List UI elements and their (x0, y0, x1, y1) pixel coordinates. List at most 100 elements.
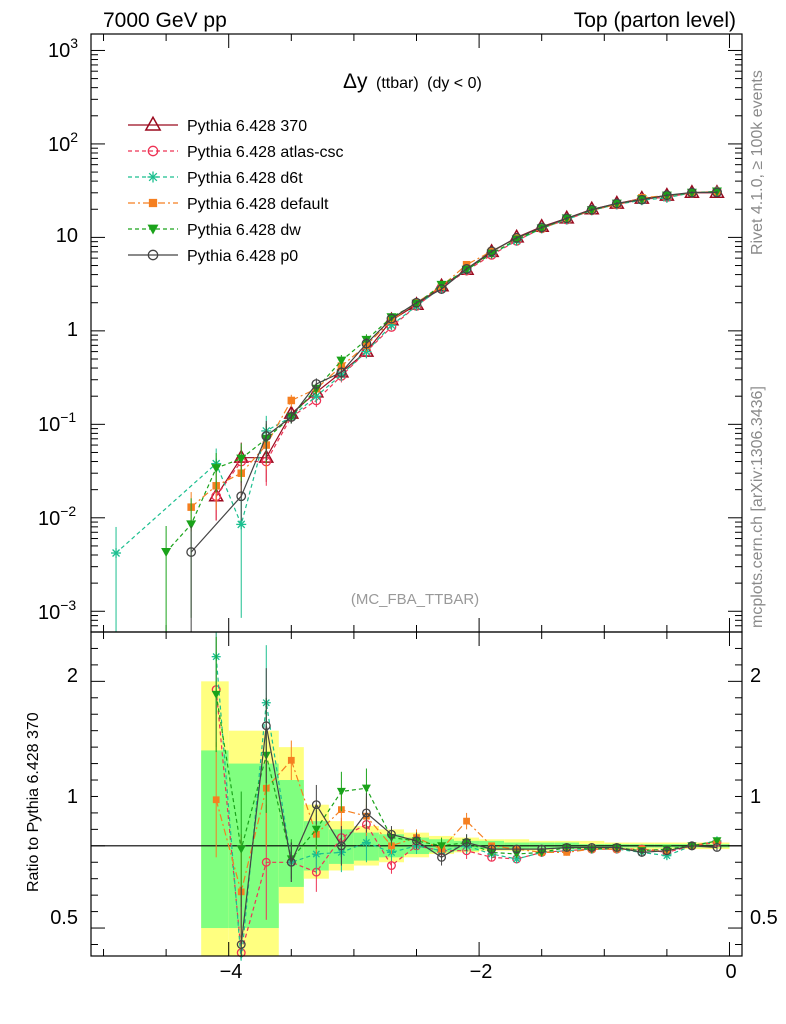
legend-label: Pythia 6.428 atlas-csc (187, 144, 344, 161)
y-tick-label: 10−1 (38, 409, 76, 436)
data-point (261, 721, 271, 731)
data-point (147, 171, 159, 183)
series-line (190, 191, 718, 553)
data-point (662, 846, 672, 856)
data-point (211, 464, 222, 474)
data-point (511, 235, 522, 245)
data-point (111, 548, 122, 559)
y-tick-label: 102 (48, 129, 78, 156)
y-tick-label: 103 (48, 35, 78, 62)
y-tick-label: 10−2 (38, 503, 76, 530)
data-point (687, 187, 697, 198)
data-point (462, 838, 472, 847)
data-point (311, 379, 322, 389)
data-point (436, 284, 447, 294)
data-point (487, 844, 497, 854)
series-line (115, 190, 718, 554)
ratio-line (215, 694, 718, 861)
ratio-y-tick-labels: 2 1 0.5 2 1 0.5 (50, 665, 778, 929)
data-point (287, 396, 296, 405)
title-sub: (ttbar) (376, 75, 419, 92)
data-point (637, 847, 647, 857)
ratio-uncertainty-bands (91, 681, 742, 956)
data-point (144, 115, 162, 131)
data-point (236, 454, 247, 464)
legend-entry: Pythia 6.428 dw (128, 222, 301, 239)
legend-entry: Pythia 6.428 p0 (128, 248, 298, 265)
data-point (712, 837, 722, 846)
data-point (563, 849, 571, 856)
data-point (361, 838, 371, 848)
legend-entry: Pythia 6.428 d6t (128, 170, 303, 187)
x-tick-label: −2 (470, 961, 493, 983)
data-point (661, 190, 672, 201)
ratio-tick-label: 0.5 (50, 907, 78, 929)
data-point (712, 187, 722, 198)
data-point (186, 520, 197, 530)
legend-label: Pythia 6.428 p0 (187, 248, 298, 265)
data-point (463, 817, 470, 825)
data-point (712, 842, 722, 852)
series-line (215, 190, 718, 497)
data-point (212, 796, 220, 804)
ratio-tick-label-right: 2 (750, 665, 761, 687)
data-point (562, 842, 572, 852)
legend-label: Pythia 6.428 370 (187, 118, 307, 135)
data-point (412, 836, 421, 846)
y-tick-label: 10−3 (38, 597, 76, 624)
data-point (512, 844, 522, 854)
top-series-layer (111, 184, 725, 632)
legend-label: Pythia 6.428 default (187, 196, 329, 213)
ratio-series-layer (211, 632, 722, 961)
data-point (148, 198, 158, 208)
ratio-axis-ticks (91, 632, 742, 956)
x-tick-label: 0 (725, 961, 736, 983)
data-point (161, 548, 172, 558)
data-point (286, 412, 297, 422)
data-point (461, 264, 472, 274)
data-point (147, 145, 159, 157)
series-line (190, 190, 718, 508)
data-point (486, 246, 497, 257)
x-tick-label: −4 (220, 961, 243, 983)
title-cond: (dy < 0) (427, 75, 482, 92)
data-point (336, 841, 346, 851)
legend-entry: Pythia 6.428 default (128, 196, 329, 213)
data-point (236, 940, 246, 949)
ratio-frame (90, 631, 743, 957)
data-point (386, 313, 397, 324)
mcplots-label: mcplots.cern.ch [arXiv:1306.3436] (749, 386, 766, 628)
data-point (361, 338, 372, 349)
legend-label: Pythia 6.428 dw (187, 222, 301, 239)
plot-title: Δy (ttbar) (dy < 0) (343, 70, 482, 93)
data-point (311, 825, 321, 834)
data-point (437, 852, 447, 862)
data-point (147, 224, 159, 235)
header-right: Top (parton level) (574, 9, 736, 32)
ratio-ylabel: Ratio to Pythia 6.428 370 (25, 712, 42, 892)
legend-entry: Pythia 6.428 atlas-csc (128, 144, 344, 161)
data-point (336, 367, 347, 378)
analysis-watermark: (MC_FBA_TTBAR) (351, 591, 479, 608)
y-tick-label: 1 (67, 319, 78, 341)
ratio-tick-label: 1 (67, 786, 78, 808)
data-point (311, 800, 321, 810)
title-main: Δy (343, 70, 368, 93)
data-point (386, 861, 396, 871)
data-point (286, 857, 296, 867)
data-point (386, 829, 396, 839)
legend: Pythia 6.428 370 Pythia 6.428 atlas-csc Py… (128, 115, 344, 265)
data-point (361, 784, 371, 793)
legend-label: Pythia 6.428 d6t (187, 170, 303, 187)
ratio-tick-label: 2 (67, 665, 78, 687)
rivet-label: Rivet 4.1.0, ≥ 100k events (749, 70, 766, 255)
data-point (536, 222, 547, 233)
data-point (361, 808, 371, 818)
band-green (201, 750, 229, 929)
series-pythia-6-428-p0 (186, 187, 722, 632)
y-tick-label: 10 (56, 225, 78, 247)
data-point (261, 857, 271, 867)
ratio-tick-label-right: 1 (750, 786, 761, 808)
x-tick-labels: −4 −2 0 (220, 961, 737, 983)
